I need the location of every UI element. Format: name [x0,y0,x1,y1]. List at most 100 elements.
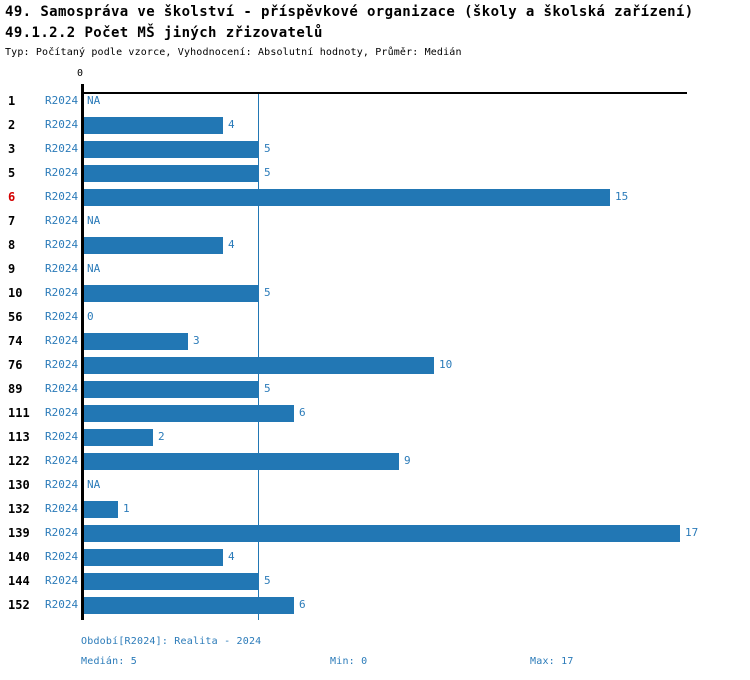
axis-baseline [81,84,84,620]
chart-row: 7 R2024 NA [0,209,750,233]
chart-row: 6 R2024 15 [0,185,750,209]
row-period-label: R2024 [45,430,79,443]
row-period-label: R2024 [45,526,79,539]
row-value-label: 0 [87,310,94,323]
row-value-label: 1 [123,502,130,515]
row-id-label: 8 [8,238,16,252]
row-id-label: 122 [8,454,30,468]
row-id-label: 74 [8,334,23,348]
row-id-label: 76 [8,358,23,372]
bar [84,429,153,446]
row-id-label: 113 [8,430,30,444]
row-value-label: 6 [299,406,306,419]
report-title: 49. Samospráva ve školství - příspěvkové… [5,4,694,20]
row-value-label: 4 [228,550,235,563]
row-id-label: 111 [8,406,30,420]
row-period-label: R2024 [45,286,79,299]
row-value-label: 9 [404,454,411,467]
row-id-label: 5 [8,166,16,180]
chart-row: 74 R2024 3 [0,329,750,353]
row-value-label: 5 [264,574,271,587]
chart-row: 122 R2024 9 [0,449,750,473]
bar [84,333,188,350]
bar [84,141,259,158]
chart-row: 3 R2024 5 [0,137,750,161]
axis-zero-tick-label: 0 [77,68,84,79]
bar [84,117,223,134]
bar [84,285,259,302]
report-subtitle: 49.1.2.2 Počet MŠ jiných zřizovatelů [5,25,323,41]
chart-row: 76 R2024 10 [0,353,750,377]
chart-row: 9 R2024 NA [0,257,750,281]
row-period-label: R2024 [45,214,79,227]
chart-rows: 1 R2024 NA 2 R2024 4 3 R2024 5 5 R2024 5 6 R2024 15 7 R2… [0,89,750,617]
row-period-label: R2024 [45,94,79,107]
row-id-label: 1 [8,94,16,108]
row-period-label: R2024 [45,118,79,131]
row-period-label: R2024 [45,358,79,371]
row-period-label: R2024 [45,238,79,251]
row-period-label: R2024 [45,598,79,611]
row-value-label: 5 [264,286,271,299]
footer-min-label: Min: 0 [330,656,368,667]
row-value-label: 2 [158,430,165,443]
row-id-label: 144 [8,574,30,588]
row-period-label: R2024 [45,334,79,347]
row-period-label: R2024 [45,574,79,587]
row-value-label: 5 [264,166,271,179]
chart-row: 140 R2024 4 [0,545,750,569]
bar [84,165,259,182]
bar [84,357,434,374]
row-period-label: R2024 [45,550,79,563]
bar [84,453,399,470]
row-value-label: 5 [264,382,271,395]
chart-row: 10 R2024 5 [0,281,750,305]
row-value-label: 6 [299,598,306,611]
row-value-label: 15 [615,190,629,203]
footer-median-label: Medián: 5 [81,656,137,667]
footer-period-label: Období[R2024]: Realita - 2024 [81,636,262,647]
chart-row: 5 R2024 5 [0,161,750,185]
bar [84,525,680,542]
row-id-label: 2 [8,118,16,132]
row-id-label: 89 [8,382,23,396]
bar [84,237,223,254]
row-value-label: 5 [264,142,271,155]
chart-row: 89 R2024 5 [0,377,750,401]
chart-row: 144 R2024 5 [0,569,750,593]
row-value-label: NA [87,94,101,107]
bar [84,501,118,518]
row-id-label: 9 [8,262,16,276]
row-value-label: NA [87,262,101,275]
row-value-label: 17 [685,526,699,539]
row-id-label: 7 [8,214,16,228]
bar [84,381,259,398]
row-period-label: R2024 [45,454,79,467]
row-period-label: R2024 [45,142,79,155]
bar [84,573,259,590]
row-period-label: R2024 [45,406,79,419]
row-id-label: 132 [8,502,30,516]
bar [84,405,294,422]
row-value-label: 10 [439,358,453,371]
row-period-label: R2024 [45,478,79,491]
chart-row: 132 R2024 1 [0,497,750,521]
row-period-label: R2024 [45,310,79,323]
row-period-label: R2024 [45,262,79,275]
row-value-label: 4 [228,118,235,131]
row-value-label: NA [87,214,101,227]
chart-row: 56 R2024 0 [0,305,750,329]
bar [84,189,610,206]
chart-row: 111 R2024 6 [0,401,750,425]
chart-row: 8 R2024 4 [0,233,750,257]
row-id-label: 3 [8,142,16,156]
row-period-label: R2024 [45,190,79,203]
row-id-label: 140 [8,550,30,564]
row-period-label: R2024 [45,502,79,515]
row-period-label: R2024 [45,166,79,179]
bar [84,549,223,566]
row-id-label: 130 [8,478,30,492]
footer-max-label: Max: 17 [530,656,574,667]
bar [84,597,294,614]
report-meta-line: Typ: Počítaný podle vzorce, Vyhodnocení:… [5,47,462,58]
